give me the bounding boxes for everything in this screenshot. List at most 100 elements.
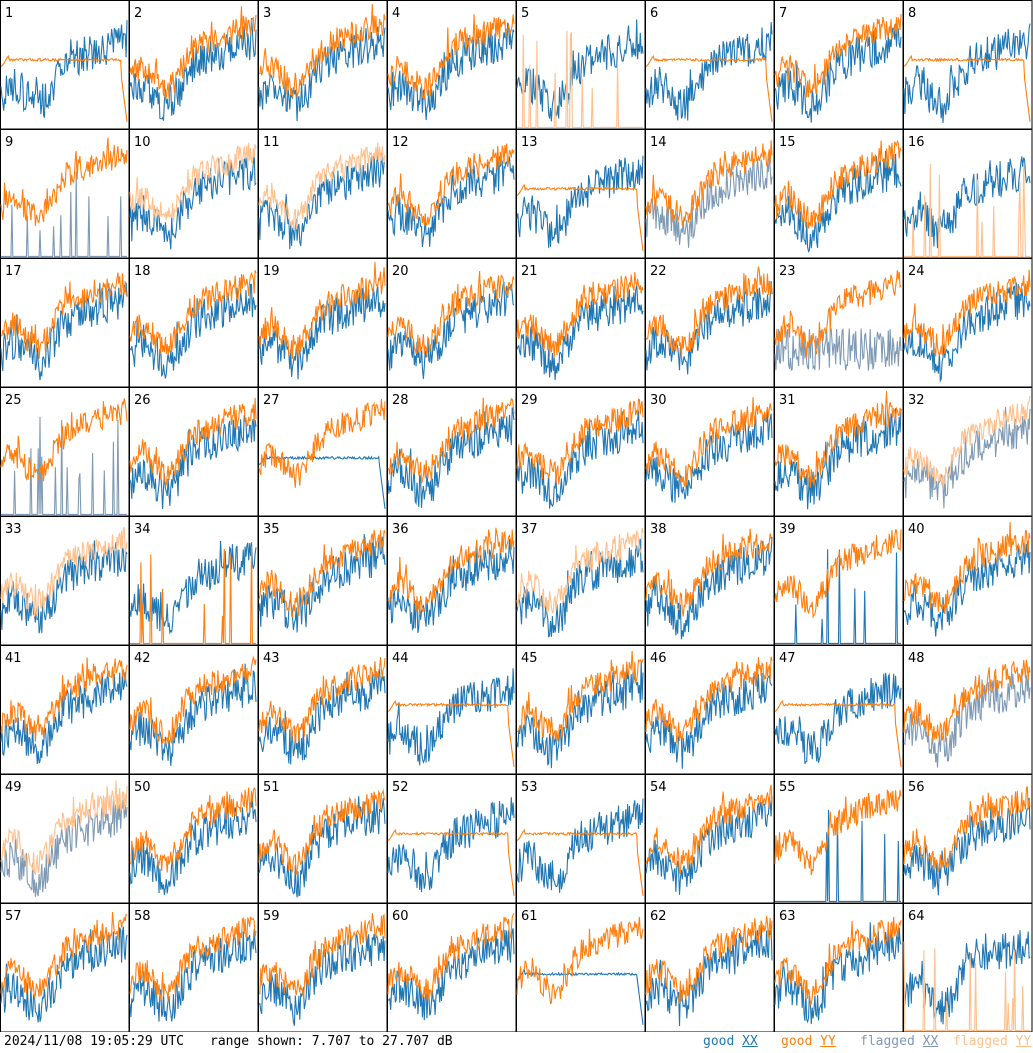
panel-label-2: 2 — [134, 6, 142, 21]
panel-label-1: 1 — [5, 6, 13, 21]
panel-label-55: 55 — [779, 780, 796, 795]
series-yy-46 — [645, 656, 773, 743]
panel-label-19: 19 — [263, 264, 280, 279]
panel-label-12: 12 — [392, 135, 409, 150]
panel-label-30: 30 — [650, 393, 667, 408]
series-xx-60 — [387, 928, 515, 1021]
panel-label-11: 11 — [263, 135, 280, 150]
panel-label-44: 44 — [392, 651, 409, 666]
series-xx-7 — [774, 23, 902, 123]
legend-flagged-yy: flagged YY — [953, 1034, 1031, 1049]
panel-31: 31 — [774, 387, 904, 517]
series-yy-28 — [387, 397, 515, 484]
series-xx-21 — [516, 284, 644, 381]
series-xx-52 — [387, 797, 515, 893]
panel-54: 54 — [645, 774, 775, 904]
panel-27: 27 — [258, 387, 388, 517]
panel-label-34: 34 — [134, 522, 151, 537]
panel-label-28: 28 — [392, 393, 409, 408]
series-xx-9 — [1, 171, 127, 257]
series-yy-8 — [903, 54, 1031, 122]
series-yy-44 — [387, 699, 515, 767]
legend-flagged-xx-word: flagged — [860, 1034, 915, 1049]
panel-58: 58 — [129, 903, 259, 1032]
panel-label-21: 21 — [521, 264, 538, 279]
series-xx-31 — [774, 408, 902, 510]
series-yy-48 — [903, 659, 1031, 742]
panel-21: 21 — [516, 258, 646, 388]
panel-46: 46 — [645, 645, 775, 775]
panel-label-16: 16 — [908, 135, 925, 150]
panel-label-42: 42 — [134, 651, 151, 666]
panel-label-41: 41 — [5, 651, 22, 666]
panel-label-29: 29 — [521, 393, 538, 408]
panel-label-7: 7 — [779, 6, 787, 21]
panel-frame-7 — [774, 0, 904, 130]
series-yy-2 — [129, 6, 257, 101]
panel-6: 6 — [645, 0, 775, 130]
series-xx-63 — [774, 922, 902, 1025]
panel-7: 7 — [774, 0, 904, 130]
panel-label-14: 14 — [650, 135, 667, 150]
panel-frame-37 — [516, 516, 646, 646]
series-xx-54 — [645, 796, 773, 895]
panel-14: 14 — [645, 129, 775, 259]
panel-label-33: 33 — [5, 522, 22, 537]
series-yy-21 — [516, 272, 644, 359]
panel-label-9: 9 — [5, 135, 13, 150]
panel-label-62: 62 — [650, 909, 667, 924]
panel-label-47: 47 — [779, 651, 796, 666]
panel-frame-23 — [774, 258, 904, 388]
panel-49: 49 — [0, 774, 130, 904]
panel-10: 10 — [129, 129, 259, 259]
panel-label-5: 5 — [521, 6, 529, 21]
series-yy-31 — [774, 390, 902, 488]
footer-bar: 2024/11/08 19:05:29 UTC range shown: 7.7… — [0, 1032, 1033, 1053]
series-yy-62 — [645, 916, 773, 1004]
panel-label-61: 61 — [521, 909, 538, 924]
panel-44: 44 — [387, 645, 517, 775]
panel-52: 52 — [387, 774, 517, 904]
panel-frame-26 — [129, 387, 259, 517]
series-yy-47 — [774, 699, 902, 767]
panel-9: 9 — [0, 129, 130, 259]
series-yy-4 — [387, 14, 515, 100]
panel-64: 64 — [903, 903, 1033, 1032]
timestamp-label: 2024/11/08 19:05:29 UTC — [4, 1034, 185, 1049]
series-yy-42 — [129, 655, 257, 745]
panel-40: 40 — [903, 516, 1033, 646]
series-yy-26 — [129, 397, 257, 487]
legend-flagged-xx-pol: XX — [922, 1034, 939, 1049]
series-yy-14 — [645, 140, 773, 226]
series-xx-38 — [645, 536, 773, 640]
series-yy-61 — [516, 916, 644, 1005]
series-yy-16 — [904, 162, 1030, 257]
panel-25: 25 — [0, 387, 130, 517]
series-xx-23 — [774, 327, 902, 371]
series-yy-5 — [517, 30, 643, 128]
panel-label-8: 8 — [908, 6, 916, 21]
series-xx-2 — [129, 17, 257, 121]
series-xx-45 — [516, 660, 644, 769]
panel-29: 29 — [516, 387, 646, 517]
series-xx-37 — [516, 538, 644, 638]
panel-23: 23 — [774, 258, 904, 388]
series-yy-25 — [0, 398, 128, 482]
panel-label-52: 52 — [392, 780, 409, 795]
panel-4: 4 — [387, 0, 517, 130]
panel-12: 12 — [387, 129, 517, 259]
series-yy-36 — [387, 527, 515, 616]
panel-label-63: 63 — [779, 909, 796, 924]
series-xx-4 — [387, 22, 515, 121]
panel-label-32: 32 — [908, 393, 925, 408]
series-xx-47 — [774, 672, 902, 764]
series-yy-53 — [516, 828, 644, 896]
panel-33: 33 — [0, 516, 130, 646]
series-yy-49 — [0, 780, 128, 876]
series-yy-27 — [258, 398, 386, 488]
panel-label-48: 48 — [908, 651, 925, 666]
panel-label-57: 57 — [5, 909, 22, 924]
panel-37: 37 — [516, 516, 646, 646]
panel-label-31: 31 — [779, 393, 796, 408]
